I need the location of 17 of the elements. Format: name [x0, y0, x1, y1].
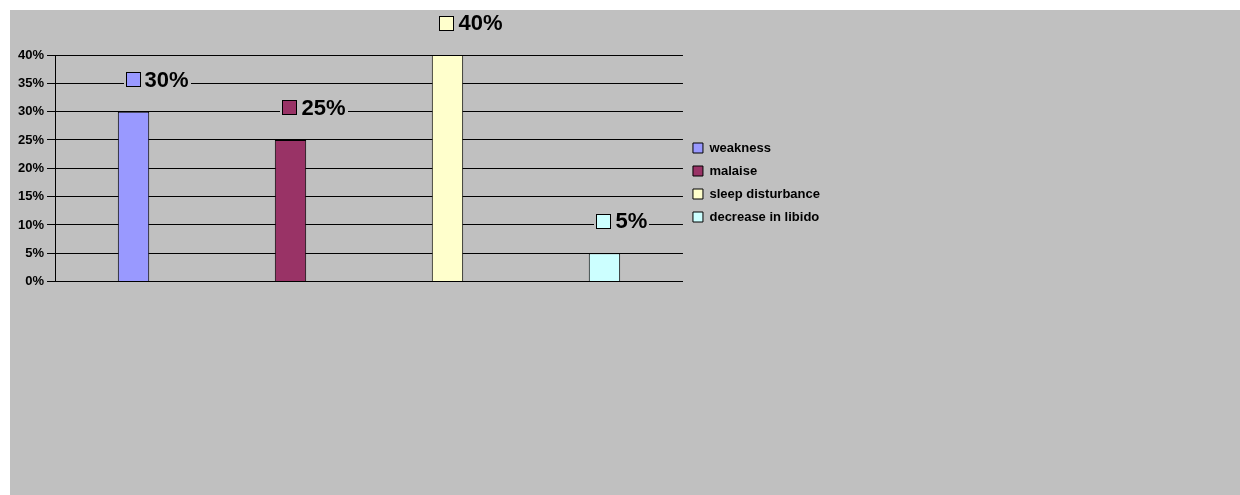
y-tick-label: 0%: [25, 273, 45, 289]
data-label: 30%: [144, 66, 189, 92]
legend-label: sleep disturbance: [709, 185, 821, 201]
legend-label: decrease in libido: [709, 208, 820, 224]
data-label: 40%: [458, 10, 503, 35]
legend-label: weakness: [708, 139, 771, 155]
y-tick-label: 25%: [17, 131, 45, 147]
y-tick-label: 15%: [17, 188, 45, 204]
y-tick-label: 40%: [17, 46, 45, 62]
y-tick-label: 35%: [17, 74, 45, 90]
y-tick-label: 30%: [17, 103, 45, 119]
data-label: 5%: [615, 208, 648, 234]
legend-label: malaise: [709, 162, 758, 178]
y-tick-label: 10%: [17, 216, 45, 232]
data-label: 25%: [301, 94, 346, 120]
y-tick-label: 20%: [17, 159, 45, 175]
y-tick-label: 5%: [25, 244, 45, 260]
